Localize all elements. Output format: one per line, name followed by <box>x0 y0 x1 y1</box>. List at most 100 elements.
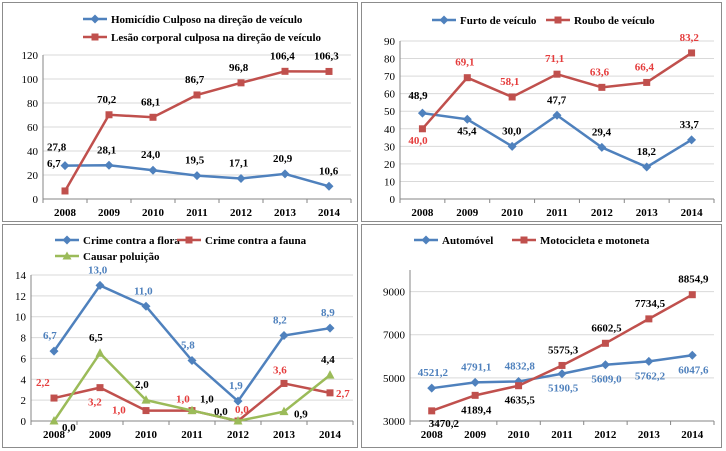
legend-item-0: Homicídio Culposo na direção de veículo <box>83 14 303 26</box>
y-tick-label: 50 <box>384 106 396 118</box>
y-tick-label: 6 <box>21 353 27 365</box>
data-point-s0-6 <box>324 181 334 191</box>
y-tick-label: 8 <box>21 333 27 345</box>
y-tick-label: 120 <box>22 50 39 62</box>
data-label-s1-2: 4635,5 <box>505 395 536 407</box>
data-point-s0-4 <box>597 142 607 152</box>
y-tick-label: 10 <box>384 176 396 188</box>
data-label-s1-4: 96,8 <box>229 62 249 74</box>
data-label-s0-1: 13,0 <box>88 264 108 276</box>
data-point-s2-1 <box>95 348 105 357</box>
data-point-s0-3 <box>187 356 197 366</box>
data-label-s1-5: 7734,5 <box>635 298 666 310</box>
data-point-s2-5 <box>279 406 289 416</box>
legend-label-furto: Furto de veículo <box>460 15 537 27</box>
legend-item-1: Lesão corporal culposa na direção de veí… <box>83 32 322 44</box>
legend-item-2: Causar poluição <box>55 251 160 263</box>
legend-label-flora: Crime contra a flora <box>83 235 180 247</box>
x-tick-label: 2008 <box>411 207 434 219</box>
data-label-s1-2: 68,1 <box>141 96 160 108</box>
x-tick-label: 2013 <box>274 207 297 219</box>
y-tick-label: 40 <box>27 146 39 158</box>
data-point-s0-5 <box>642 162 652 172</box>
data-point-s1-1 <box>105 111 113 119</box>
data-point-s0-0 <box>427 383 437 393</box>
data-point-s0-3 <box>557 369 567 379</box>
legend: Homicídio Culposo na direção de veículo … <box>83 14 322 44</box>
data-label-s2-1: 6,5 <box>89 332 103 344</box>
x-tick-label: 2010 <box>135 429 158 441</box>
data-label-s0-3: 5,8 <box>181 340 195 352</box>
data-label-s1-4: 63,6 <box>590 66 610 78</box>
data-label-s0-1: 45,4 <box>457 125 477 137</box>
legend-label-automovel: Automóvel <box>442 235 493 247</box>
data-point-s1-2 <box>149 113 157 121</box>
data-point-s0-4 <box>233 396 243 406</box>
data-label-s1-1: 70,2 <box>97 94 117 106</box>
data-label-s1-6: 83,2 <box>680 32 700 44</box>
data-point-s1-4 <box>598 83 606 91</box>
data-point-s1-4 <box>237 79 245 87</box>
data-label-s0-6: 6047,6 <box>678 364 709 376</box>
y-tick-label: 4 <box>21 374 27 386</box>
chart-panel-veiculo: Furto de veículo Roubo de veículo 0 10 20 3… <box>361 2 722 222</box>
legend-item-0: Furto de veículo <box>432 15 537 27</box>
data-point-s1-0 <box>428 407 436 415</box>
data-label-s0-4: 5609,0 <box>591 374 622 386</box>
data-point-s0-0 <box>49 346 59 356</box>
y-tick-label: 0 <box>390 194 396 206</box>
data-point-s0-3 <box>552 110 562 120</box>
data-label-s1-3: 86,7 <box>185 74 205 86</box>
data-label-s0-2: 24,0 <box>141 149 161 161</box>
data-label-s1-1: 4189,4 <box>461 404 492 416</box>
data-point-s2-0 <box>49 416 59 425</box>
x-tick-label: 2012 <box>594 429 617 441</box>
x-tick-label: 2008 <box>54 207 77 219</box>
data-label-s1-2: 58,1 <box>500 76 519 88</box>
data-label-s1-3: 5575,3 <box>548 344 579 356</box>
legend-label-homicidio: Homicídio Culposo na direção de veículo <box>111 14 303 26</box>
data-point-s1-5 <box>280 379 288 387</box>
x-tick-label: 2012 <box>230 207 253 219</box>
series-line-0 <box>422 111 693 169</box>
data-point-s1-2 <box>515 382 523 390</box>
chart-transito: Homicídio Culposo na direção de veículo … <box>22 14 352 219</box>
data-point-s1-2 <box>142 407 150 415</box>
y-tick-label: 20 <box>384 159 396 171</box>
data-point-s1-1 <box>96 384 104 392</box>
y-tick-label: 0 <box>21 416 27 428</box>
x-tick-label: 2010 <box>142 207 165 219</box>
data-point-s0-6 <box>687 350 697 360</box>
data-label-s0-3: 47,7 <box>547 94 567 106</box>
data-point-s0-5 <box>279 330 289 340</box>
legend-item-0: Crime contra a flora <box>55 235 180 247</box>
data-label-s1-0: 40,0 <box>408 135 428 147</box>
data-point-s0-1 <box>95 280 105 290</box>
data-label-s2-6: 4,4 <box>321 354 335 366</box>
y-tick-label: 14 <box>15 270 27 282</box>
data-label-s1-2: 1,0 <box>112 405 126 417</box>
y-tick-label: 0 <box>33 194 39 206</box>
legend-item-1: Crime contra a fauna <box>177 235 307 247</box>
chart-panel-frota: Automóvel Motocicleta e motoneta 3000 500… <box>361 224 722 448</box>
data-point-s2-2 <box>141 395 151 404</box>
y-tick-label: 12 <box>15 291 26 303</box>
data-label-s0-0: 48,9 <box>408 90 428 102</box>
data-label-s2-2: 2,0 <box>135 379 149 391</box>
data-point-s1-5 <box>281 67 289 75</box>
data-point-s1-0 <box>50 394 58 402</box>
x-tick-label: 2014 <box>681 207 704 219</box>
data-label-s0-4: 17,1 <box>229 157 248 169</box>
data-point-s0-2 <box>141 301 151 311</box>
chart-panel-ambiental: Crime contra a flora Crime contra a faun… <box>2 224 358 448</box>
data-label-s0-6: 10,6 <box>319 165 339 177</box>
data-label-s1-0: 3470,2 <box>429 418 460 430</box>
data-label-s1-4: 0,0 <box>235 404 249 416</box>
y-tick-label: 3000 <box>383 416 406 428</box>
data-label-s1-0: 2,2 <box>36 377 50 389</box>
data-label-s1-1: 3,2 <box>88 397 102 409</box>
data-point-s1-1 <box>471 391 479 399</box>
data-label-s1-5: 106,4 <box>270 50 295 62</box>
legend-label-lesao: Lesão corporal culposa na direção de veí… <box>111 32 322 44</box>
data-label-s1-3: 71,1 <box>545 53 564 65</box>
